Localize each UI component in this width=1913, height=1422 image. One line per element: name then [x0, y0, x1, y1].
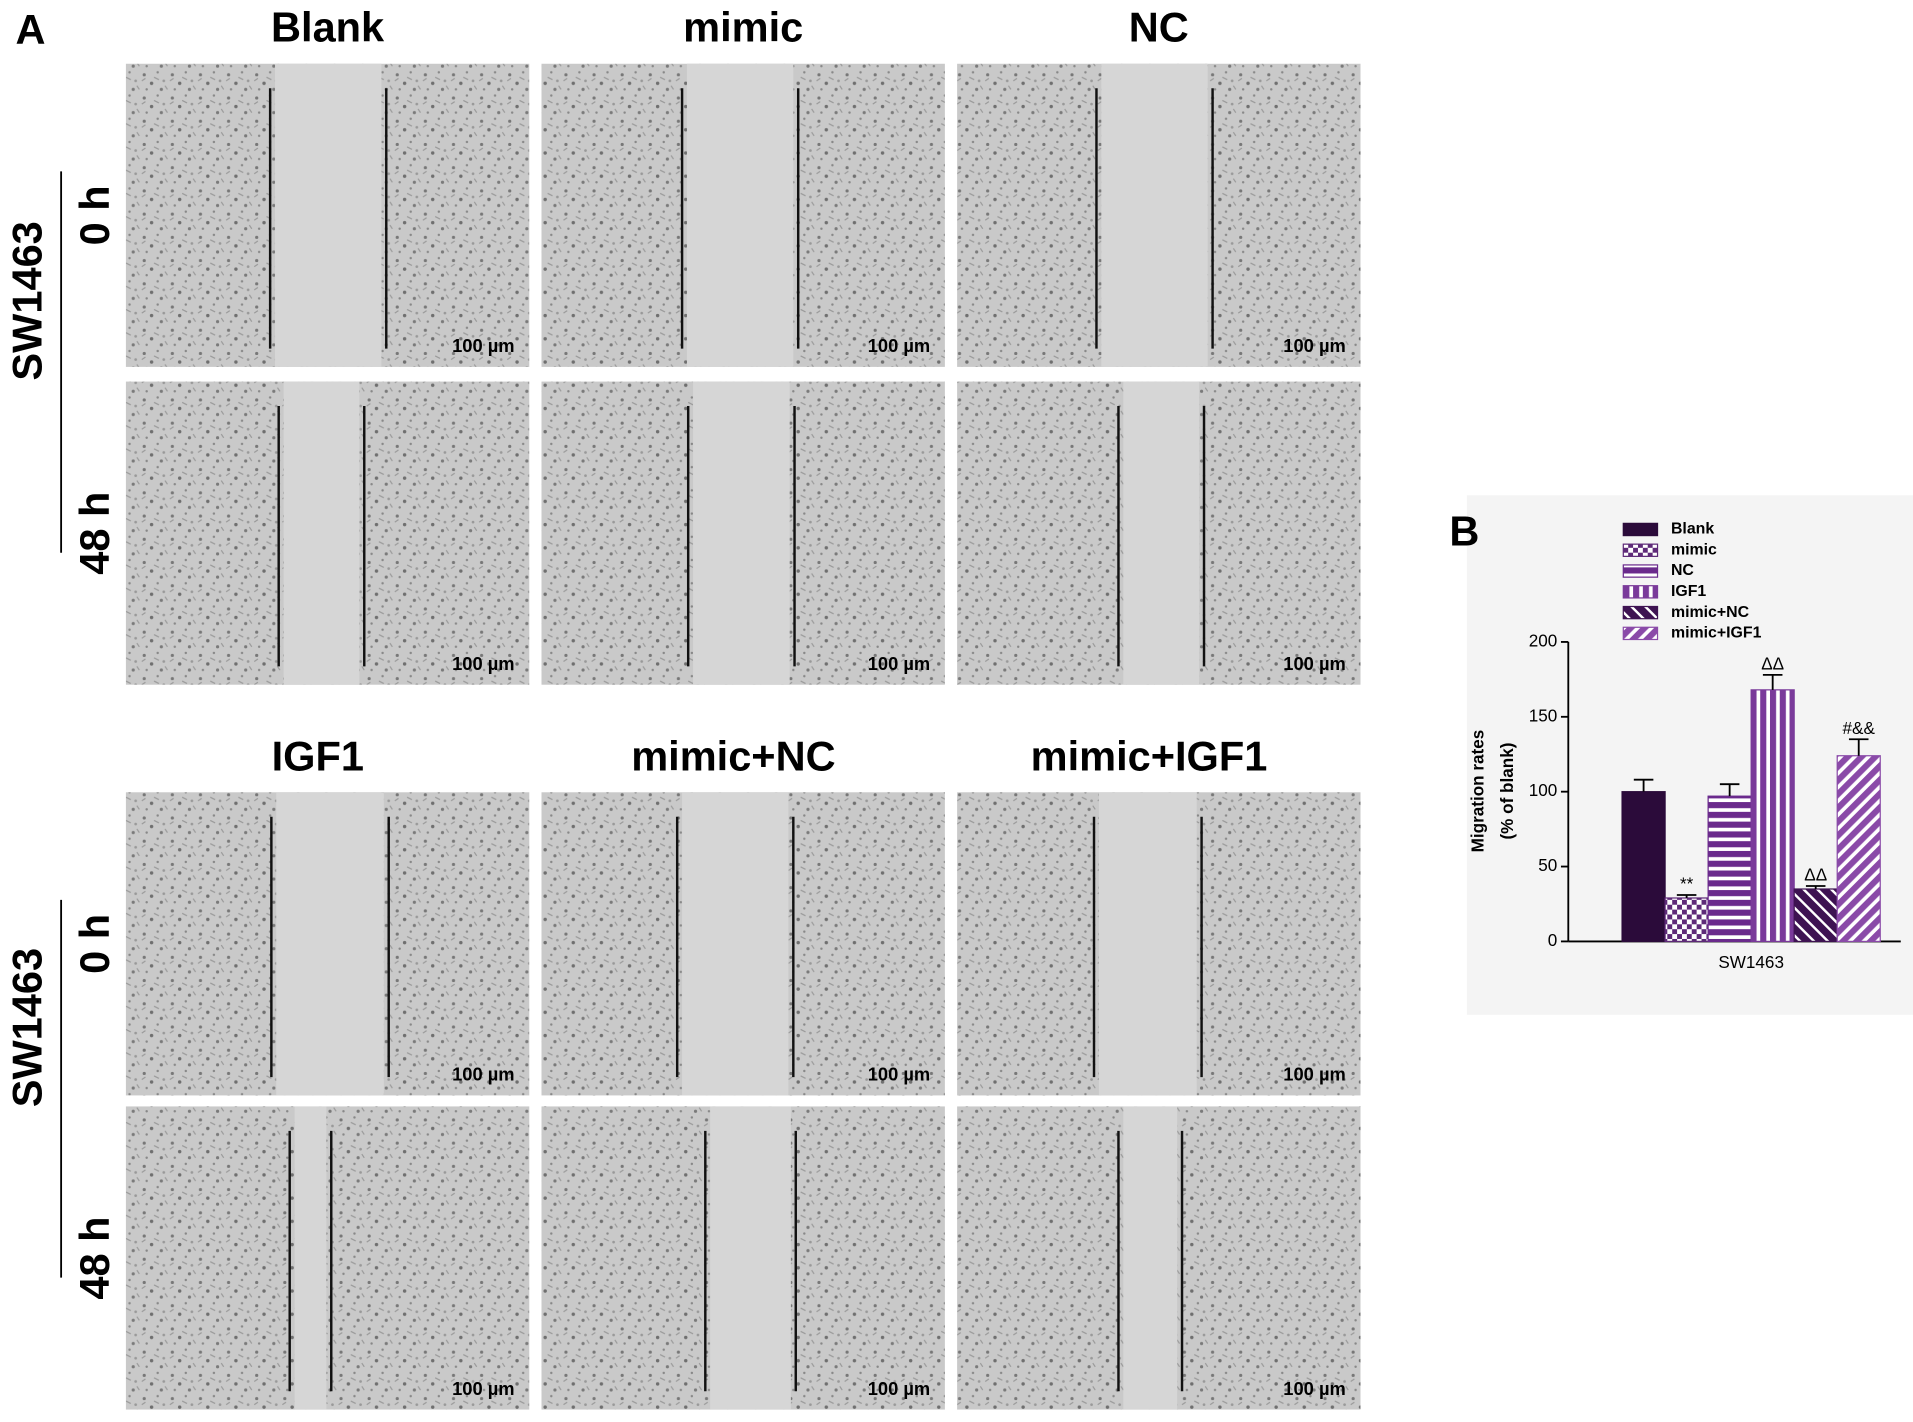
legend-label: mimic: [1671, 541, 1717, 558]
error-bar: [1848, 738, 1869, 756]
legend-swatch: [1622, 543, 1659, 557]
legend-swatch: [1622, 626, 1659, 641]
error-bar: [1676, 894, 1697, 898]
significance-label: **: [1680, 875, 1694, 894]
column-title: IGF1: [272, 732, 364, 779]
row-label: 0 h: [71, 914, 118, 974]
wound-area: [1123, 1106, 1178, 1410]
legend-label: mimic+IGF1: [1671, 625, 1762, 642]
wound-area: [276, 792, 384, 1096]
scale-bar-label: 100 µm: [452, 1064, 515, 1085]
legend-label: IGF1: [1671, 583, 1706, 600]
scale-bar-label: 100 µm: [452, 653, 515, 674]
y-tick-label: 100: [1529, 781, 1558, 800]
panel-label: B: [1449, 507, 1479, 554]
y-axis-label: (% of blank): [1498, 743, 1517, 840]
column-title: mimic: [683, 4, 803, 51]
scale-bar-label: 100 µm: [1283, 1378, 1346, 1399]
scale-bar-label: 100 µm: [1283, 653, 1346, 674]
y-tick-label: 150: [1529, 706, 1558, 725]
error-bar: [1719, 783, 1740, 797]
row-label: 48 h: [71, 1216, 118, 1299]
scale-bar-label: 100 µm: [1283, 1064, 1346, 1085]
error-bar: [1805, 885, 1826, 890]
scale-bar-label: 100 µm: [1283, 335, 1346, 356]
wound-area: [275, 63, 382, 367]
bar: [1836, 755, 1881, 943]
y-axis-label: Migration rates: [1469, 730, 1488, 853]
bar: [1750, 689, 1795, 943]
wound-area: [283, 381, 360, 685]
row-label: 0 h: [71, 185, 118, 245]
column-title: NC: [1129, 4, 1189, 51]
wound-area: [682, 792, 789, 1096]
column-title: mimic+IGF1: [1031, 732, 1268, 779]
scale-bar-label: 100 µm: [868, 653, 931, 674]
y-tick-label: 50: [1538, 856, 1557, 875]
legend-swatch: [1622, 605, 1659, 620]
error-bar: [1633, 778, 1654, 792]
legend-label: mimic+NC: [1671, 604, 1750, 621]
error-bar: [1762, 673, 1783, 690]
bar: [1707, 795, 1752, 943]
scale-bar-label: 100 µm: [452, 335, 515, 356]
wound-area: [1098, 792, 1197, 1096]
y-tick-label: 0: [1548, 931, 1558, 950]
legend-label: Blank: [1671, 521, 1714, 538]
y-tick-label: 200: [1529, 631, 1558, 650]
scale-bar-label: 100 µm: [868, 335, 931, 356]
cell-line-label: SW1463: [4, 221, 51, 380]
scale-bar-label: 100 µm: [868, 1064, 931, 1085]
bar: [1664, 897, 1709, 943]
legend-swatch: [1622, 585, 1659, 599]
significance-label: ΔΔ: [1804, 866, 1827, 885]
wound-area: [1101, 63, 1208, 367]
scale-bar-label: 100 µm: [868, 1378, 931, 1399]
row-label: 48 h: [71, 492, 118, 575]
legend-label: NC: [1671, 562, 1694, 579]
wound-area: [710, 1106, 791, 1410]
legend-swatch: [1622, 522, 1659, 537]
wound-area: [693, 381, 790, 685]
micrograph: [125, 1106, 530, 1410]
scale-bar-label: 100 µm: [452, 1378, 515, 1399]
wound-area: [686, 63, 794, 367]
wound-area: [1123, 381, 1200, 685]
significance-label: #&&: [1843, 719, 1876, 738]
legend-swatch: [1622, 564, 1659, 578]
significance-label: ΔΔ: [1761, 655, 1784, 674]
column-title: Blank: [271, 4, 385, 51]
bar: [1621, 791, 1666, 943]
x-tick-label: SW1463: [1718, 953, 1784, 972]
panel-label: A: [16, 6, 46, 53]
cell-line-label: SW1463: [4, 948, 51, 1107]
wound-area: [294, 1106, 327, 1410]
column-title: mimic+NC: [631, 732, 835, 779]
bar: [1793, 888, 1838, 943]
